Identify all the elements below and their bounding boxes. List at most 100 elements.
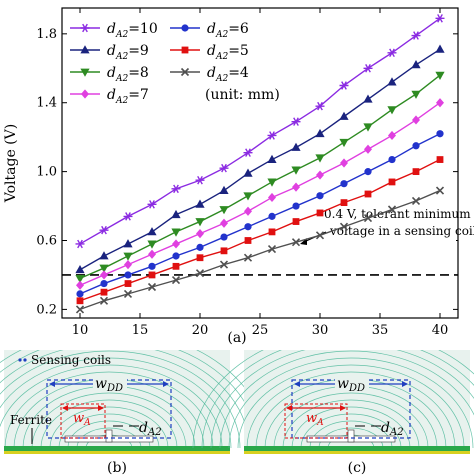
marker [268, 212, 276, 220]
field-line [58, 413, 160, 449]
legend-label: dA2=7 [107, 87, 149, 106]
field-line [219, 350, 474, 449]
legend-item-6: dA2=6 [170, 21, 249, 40]
marker [80, 45, 90, 54]
marker [148, 271, 156, 279]
field-line [300, 413, 402, 449]
marker [436, 98, 444, 108]
marker [181, 24, 189, 32]
marker [267, 245, 277, 254]
marker [436, 156, 444, 163]
marker [100, 288, 108, 296]
marker [99, 296, 109, 305]
marker [267, 154, 277, 163]
marker [172, 252, 180, 260]
marker [363, 214, 373, 223]
marker [243, 192, 253, 201]
x-tick-label: 40 [432, 323, 449, 338]
marker [196, 254, 204, 262]
marker [364, 168, 372, 176]
marker [123, 239, 133, 248]
legend-item-7: dA2=7 [70, 87, 149, 106]
marker [75, 274, 85, 284]
marker [195, 269, 205, 278]
series-line [79, 74, 441, 280]
x-tick-label: 15 [132, 323, 149, 338]
marker [244, 237, 252, 244]
marker [436, 130, 444, 138]
marker [172, 239, 180, 249]
marker [339, 222, 349, 231]
plot-area: 10 15 20 25 30 35 40 0.2 0.6 1.0 1.4 1.8 Voltage (V)… [3, 7, 474, 338]
series-5 [76, 156, 444, 305]
y-tick-label: 1.8 [36, 27, 57, 42]
marker [339, 81, 349, 90]
panel-c: wDD wA dA2 [192, 350, 474, 454]
legend-item-10: dA2=10 [70, 21, 158, 40]
panel-a-label: (a) [227, 330, 247, 346]
y-tick-label: 0.2 [36, 302, 57, 317]
wdd-label-bg [93, 374, 127, 390]
marker [435, 44, 445, 53]
marker [148, 249, 156, 259]
wa-arrow-heads [286, 405, 346, 411]
marker [292, 202, 300, 210]
series-6 [76, 130, 444, 298]
wa-label: wA [73, 411, 91, 428]
ferrite-band [244, 446, 470, 451]
series-line [79, 17, 441, 245]
field-line [192, 350, 474, 449]
series-7 [76, 98, 444, 290]
legend-label: dA2=9 [107, 43, 149, 62]
field-line [201, 350, 474, 449]
marker [180, 67, 190, 77]
marker [388, 178, 396, 186]
marker [411, 60, 421, 69]
annotation-line2: voltage in a sensing coil [329, 224, 474, 238]
marker [75, 264, 85, 274]
marker [412, 115, 420, 125]
ferrite-label: Ferrite [10, 413, 52, 427]
marker [124, 260, 132, 270]
field-line [0, 357, 232, 449]
marker [387, 77, 397, 86]
marker [123, 252, 133, 261]
marker [267, 131, 277, 140]
marker [80, 23, 90, 33]
marker [363, 64, 373, 73]
marker [147, 282, 157, 292]
marker [412, 142, 420, 150]
marker [220, 247, 228, 255]
marker [99, 251, 109, 260]
marker [315, 101, 325, 111]
marker [363, 123, 373, 132]
wa-label: wA [306, 411, 324, 428]
marker [220, 233, 228, 241]
ferrite-band-edge [244, 451, 470, 454]
field-line [273, 392, 429, 449]
marker [148, 262, 156, 270]
marker [196, 229, 204, 239]
marker [292, 218, 300, 225]
marker [435, 71, 445, 80]
marker [411, 196, 421, 205]
marker [76, 280, 84, 290]
marker [100, 270, 108, 280]
legend-item-4: dA2=4 [170, 65, 249, 84]
marker [243, 168, 253, 177]
y-tick-label: 1.0 [36, 165, 57, 180]
panel-c-label: (c) [348, 460, 367, 476]
marker [363, 94, 373, 103]
marker [99, 264, 109, 273]
marker [412, 168, 420, 176]
marker [124, 271, 132, 279]
marker [267, 178, 277, 187]
x-tick-label: 10 [72, 323, 89, 338]
wdd-label: wDD [337, 376, 365, 394]
marker [99, 225, 109, 235]
marker [75, 305, 85, 314]
y-tick-label: 0.6 [36, 234, 57, 249]
marker [291, 117, 301, 126]
